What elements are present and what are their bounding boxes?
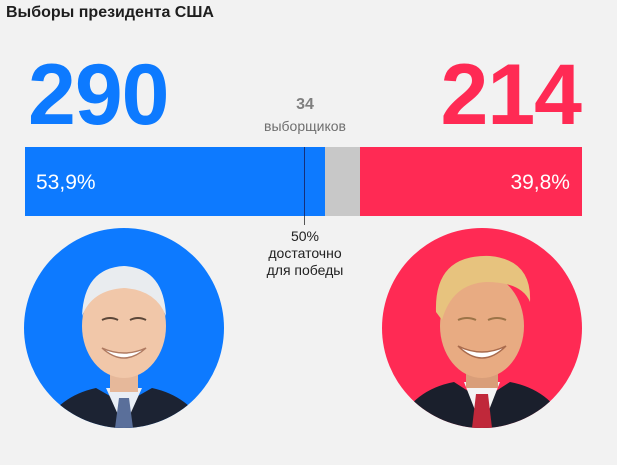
left-candidate-portrait-icon bbox=[24, 228, 224, 428]
left-bar-segment: 53,9% bbox=[25, 147, 326, 216]
electoral-bar: 53,9% 39,8% bbox=[25, 147, 582, 216]
majority-label-line: достаточно bbox=[268, 245, 342, 261]
majority-line bbox=[304, 147, 305, 216]
majority-label-line: 50% bbox=[290, 228, 320, 244]
right-electors-count: 214 bbox=[440, 47, 582, 143]
majority-label: 50% достаточно для победы bbox=[225, 228, 385, 279]
left-portrait-illustration bbox=[24, 228, 224, 428]
right-portrait-illustration bbox=[382, 228, 582, 428]
page-title: Выборы президента США bbox=[6, 4, 214, 21]
right-bar-segment: 39,8% bbox=[360, 147, 582, 216]
right-candidate-portrait-icon bbox=[382, 228, 582, 428]
right-vote-percent: 39,8% bbox=[510, 171, 570, 194]
remaining-electors-label: выборщиков bbox=[264, 118, 346, 134]
majority-label-line: для победы bbox=[266, 262, 344, 278]
left-vote-percent: 53,9% bbox=[36, 171, 96, 194]
majority-tick bbox=[304, 216, 305, 225]
left-electors-count: 290 bbox=[28, 47, 169, 143]
remaining-electors-count: 34 bbox=[296, 96, 314, 113]
remaining-bar-segment bbox=[325, 147, 361, 216]
